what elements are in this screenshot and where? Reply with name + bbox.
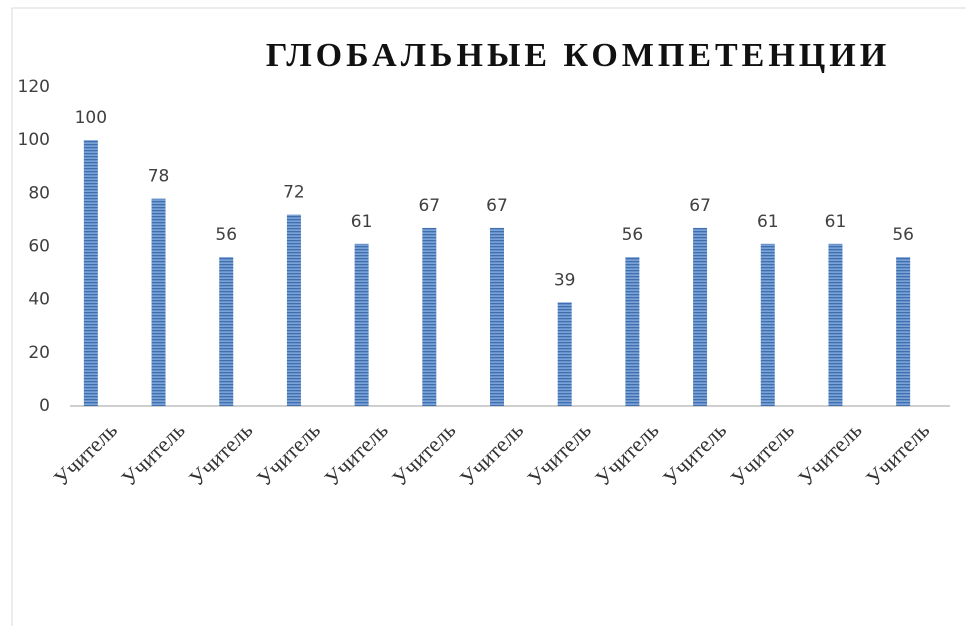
y-tick-label: 120 — [18, 77, 50, 97]
bar — [219, 257, 234, 406]
data-label: 56 — [622, 225, 644, 245]
y-tick-label: 80 — [28, 183, 50, 203]
y-tick-label: 60 — [28, 237, 50, 257]
data-label: 56 — [892, 225, 914, 245]
y-tick-label: 100 — [18, 130, 50, 150]
y-tick-label: 0 — [39, 396, 50, 416]
bar — [760, 243, 775, 406]
bar — [490, 227, 504, 406]
data-label: 56 — [215, 225, 237, 245]
chart-title: ГЛОБАЛЬНЫЕ КОМПЕТЕНЦИИ — [266, 37, 890, 74]
bar — [693, 227, 708, 406]
bar — [557, 302, 572, 406]
bar — [354, 243, 369, 406]
data-label: 67 — [418, 196, 440, 216]
bar — [625, 257, 640, 406]
y-tick-label: 20 — [28, 343, 50, 363]
data-label: 61 — [825, 212, 847, 232]
data-label: 39 — [554, 270, 576, 290]
bar — [83, 140, 98, 406]
data-label: 67 — [689, 196, 711, 216]
bar — [286, 214, 301, 406]
bar — [151, 198, 166, 406]
bar — [828, 243, 843, 406]
data-label: 78 — [148, 167, 170, 187]
y-tick-label: 40 — [28, 290, 50, 310]
data-label: 72 — [283, 183, 305, 203]
bar — [422, 227, 437, 406]
data-label: 61 — [757, 212, 779, 232]
data-label: 100 — [75, 108, 107, 128]
data-label: 67 — [486, 196, 508, 216]
chart-frame — [11, 7, 966, 626]
bar — [896, 257, 911, 406]
data-label: 61 — [351, 212, 373, 232]
